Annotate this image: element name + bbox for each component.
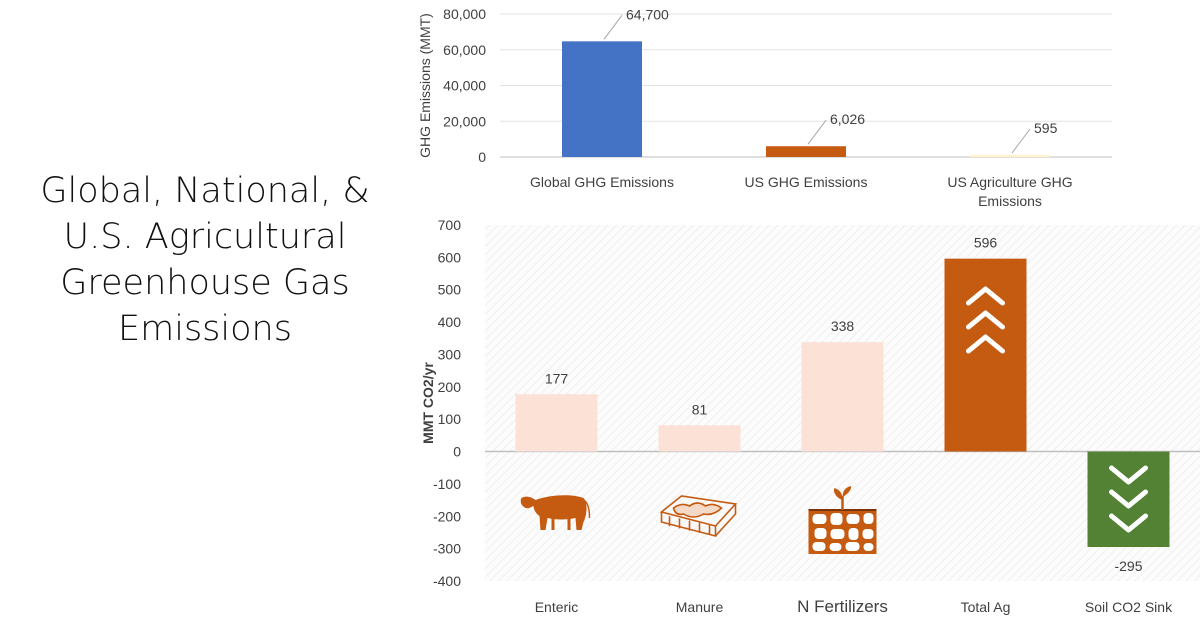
category-label: US Agriculture GHG xyxy=(947,174,1072,190)
y-tick-label: 100 xyxy=(438,411,462,427)
y-tick-label: -200 xyxy=(433,508,461,524)
chevron xyxy=(966,334,1005,354)
data-label: 6,026 xyxy=(830,111,865,127)
down-chevrons-icon xyxy=(1109,465,1148,533)
bar xyxy=(970,155,1050,157)
data-label: 595 xyxy=(1034,120,1058,136)
category-label: Emissions xyxy=(978,193,1042,209)
chevron xyxy=(1109,489,1148,509)
bar xyxy=(515,394,598,452)
data-label: 64,700 xyxy=(626,6,669,22)
chevron xyxy=(1109,513,1148,533)
category-label: N Fertilizers xyxy=(797,597,888,616)
y-tick-label: -100 xyxy=(433,476,461,492)
y-tick-label: 300 xyxy=(438,346,462,362)
category-label: Total Ag xyxy=(961,599,1011,615)
y-tick-label: 80,000 xyxy=(443,6,486,22)
y-tick-label: 20,000 xyxy=(443,113,486,129)
leader-line xyxy=(1011,128,1031,154)
manure-pile-icon xyxy=(659,495,738,538)
y-tick-label: -400 xyxy=(433,573,461,589)
title-line-3: Greenhouse Gas xyxy=(60,263,350,303)
y-axis-label: GHG Emissions (MMT) xyxy=(417,13,433,158)
category-label: Manure xyxy=(676,599,724,615)
fertilizer-soil-icon xyxy=(808,486,877,554)
y-tick-label: 700 xyxy=(438,217,462,233)
y-tick-label: 500 xyxy=(438,282,462,298)
y-tick-label: 200 xyxy=(438,379,462,395)
up-chevrons-icon xyxy=(966,286,1005,354)
y-tick-label: 0 xyxy=(478,149,486,165)
data-label: 177 xyxy=(545,370,569,386)
bar xyxy=(801,342,884,452)
leader-line xyxy=(603,15,623,40)
leader-line xyxy=(807,119,827,145)
bar xyxy=(766,146,846,157)
y-tick-label: 0 xyxy=(453,444,461,460)
y-tick-label: 40,000 xyxy=(443,78,486,94)
category-label: US GHG Emissions xyxy=(745,174,868,190)
y-tick-label: -300 xyxy=(433,541,461,557)
y-tick-label: 600 xyxy=(438,249,462,265)
data-label: 596 xyxy=(974,235,998,251)
title-line-1: Global, National, & xyxy=(40,171,370,211)
data-label: -295 xyxy=(1114,558,1142,574)
data-label: 338 xyxy=(831,318,855,334)
slide-title: Global, National, & U.S. Agricultural Gr… xyxy=(0,168,410,352)
category-label: Enteric xyxy=(535,599,579,615)
bar xyxy=(562,41,642,157)
data-label: 81 xyxy=(692,401,708,417)
title-line-4: Emissions xyxy=(118,309,292,349)
chevron xyxy=(1109,465,1148,485)
chevron xyxy=(966,310,1005,330)
chevron xyxy=(966,286,1005,306)
global-emissions-chart: 0 20,000 40,000 60,000 80,000 GHG Emissions (… xyxy=(417,6,1112,209)
category-label: Soil CO2 Sink xyxy=(1085,599,1173,615)
y-axis-label: MMT CO2/yr xyxy=(420,362,436,444)
bar xyxy=(658,425,741,452)
category-label: Global GHG Emissions xyxy=(530,174,674,190)
y-tick-label: 400 xyxy=(438,314,462,330)
agriculture-emissions-chart: -400 -300 -200 -100 0 100 200 300 400 500 600 700 MM… xyxy=(420,217,1200,616)
y-tick-label: 60,000 xyxy=(443,42,486,58)
bar xyxy=(1087,451,1170,548)
cow-icon xyxy=(520,495,591,530)
title-line-2: U.S. Agricultural xyxy=(63,217,347,257)
